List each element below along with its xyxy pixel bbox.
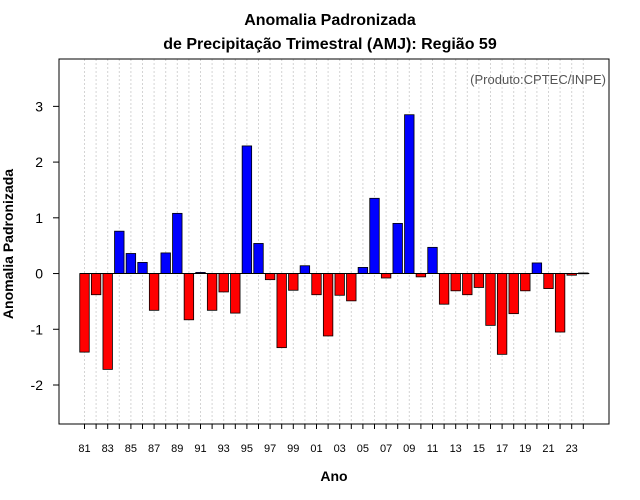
x-tick-label: 15 [473, 443, 485, 455]
bar-98 [276, 273, 287, 349]
bar-14 [462, 273, 473, 296]
grid-lines [84, 59, 584, 424]
bar-21 [543, 273, 554, 289]
source-annotation: (Produto:CPTEC/INPE) [470, 72, 606, 87]
y-axis: -2 -1 0 1 2 3 [31, 98, 59, 393]
bar-02 [322, 273, 334, 337]
y-tick-label: 3 [35, 98, 43, 114]
x-tick-label: 05 [357, 443, 369, 455]
x-tick-label: 19 [519, 443, 531, 455]
bar-96 [253, 243, 264, 274]
bar-11 [427, 246, 438, 274]
x-tick-label: 85 [125, 443, 137, 455]
bar-86 [137, 261, 148, 274]
plot-frame [58, 58, 610, 425]
x-tick-label: 03 [334, 443, 346, 455]
y-tick-label: 0 [35, 266, 43, 282]
x-tick-label: 23 [566, 443, 578, 455]
bar-15 [473, 273, 485, 288]
bar-18 [508, 273, 519, 315]
x-tick-label: 01 [310, 443, 322, 455]
bar-01 [311, 273, 322, 296]
bar-87 [148, 273, 160, 311]
bar-82 [90, 273, 102, 296]
bar-16 [485, 273, 496, 326]
x-tick-label: 93 [218, 443, 230, 455]
bar-04 [346, 273, 357, 302]
y-tick-label: -1 [31, 321, 44, 337]
x-tick-label: 11 [427, 443, 438, 455]
x-tick-label: 81 [78, 443, 90, 455]
bar-07 [380, 273, 392, 279]
bar-92 [206, 273, 218, 311]
y-tick-label: 1 [35, 210, 43, 226]
x-tick-label: 09 [403, 443, 415, 455]
bars [79, 114, 589, 370]
x-axis-title: Ano [320, 468, 347, 484]
bar-22 [554, 273, 566, 333]
x-tick-label: 07 [380, 443, 392, 455]
bar-93 [218, 273, 229, 293]
x-tick-label: 99 [287, 443, 299, 455]
bar-08 [392, 222, 403, 274]
bar-05 [357, 267, 369, 274]
x-tick-label: 17 [496, 443, 508, 455]
y-tick-label: -2 [31, 377, 44, 393]
bar-81 [79, 273, 90, 353]
x-tick-label: 83 [102, 443, 114, 455]
bar-09 [404, 114, 415, 274]
bar-95 [241, 145, 253, 274]
bar-19 [520, 273, 531, 292]
bar-89 [172, 212, 183, 274]
x-tick-label: 87 [148, 443, 160, 455]
chart-subtitle: de Precipitação Trimestral (AMJ): Região… [163, 36, 497, 53]
bar-83 [102, 273, 113, 370]
bar-13 [450, 273, 461, 292]
bar-94 [230, 273, 241, 314]
x-tick-label: 95 [241, 443, 253, 455]
y-axis-title: Anomalia Padronizada [0, 169, 16, 319]
bar-84 [114, 230, 125, 274]
bar-90 [183, 273, 195, 321]
x-tick-label: 21 [542, 443, 554, 455]
x-tick-label: 89 [171, 443, 183, 455]
x-tick-label: 91 [194, 443, 206, 455]
bar-17 [496, 273, 508, 355]
bar-20 [531, 262, 543, 274]
chart-title: Anomalia Padronizada [244, 12, 416, 29]
bar-06 [369, 197, 380, 274]
bar-00 [299, 265, 311, 274]
x-tick-label: 13 [450, 443, 462, 455]
bar-99 [288, 273, 299, 291]
x-axis: 81 83 85 87 89 91 93 95 97 99 01 03 05 07 09 11 13 15 17 19… [78, 424, 584, 455]
bar-85 [125, 253, 137, 274]
bar-88 [160, 252, 171, 274]
x-tick-label: 97 [264, 443, 276, 455]
bar-12 [438, 273, 450, 305]
bar-97 [264, 273, 276, 281]
bar-03 [334, 273, 345, 296]
y-tick-label: 2 [35, 154, 43, 170]
